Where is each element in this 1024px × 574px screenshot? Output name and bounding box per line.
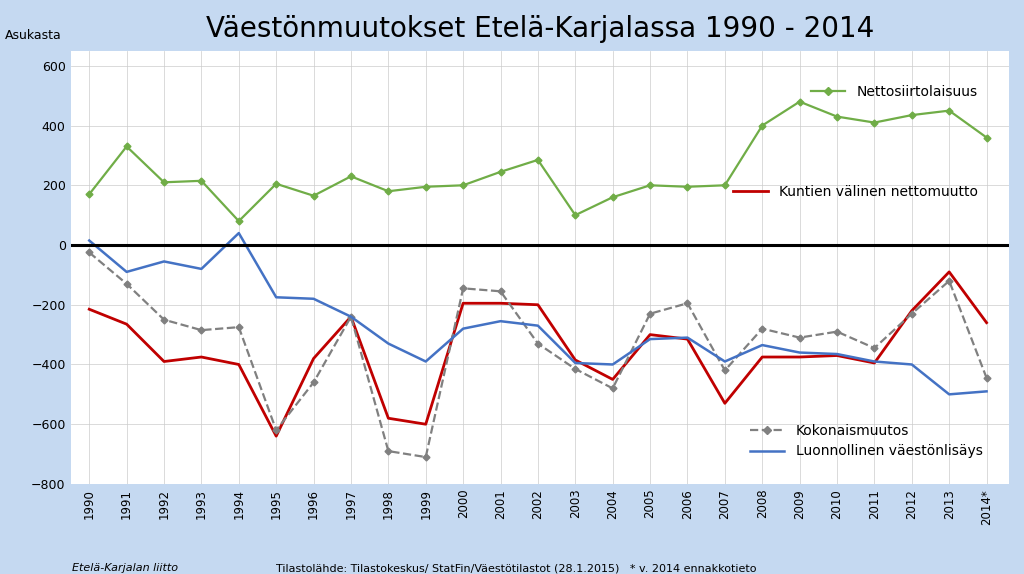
Text: Asukasta: Asukasta (5, 29, 61, 42)
Title: Väestönmuutokset Etelä-Karjalassa 1990 - 2014: Väestönmuutokset Etelä-Karjalassa 1990 -… (206, 15, 873, 43)
Text: Etelä-Karjalan liitto: Etelä-Karjalan liitto (72, 563, 178, 573)
Text: Tilastolähde: Tilastokeskus/ StatFin/Väestötilastot (28.1.2015)   * v. 2014 enna: Tilastolähde: Tilastokeskus/ StatFin/Väe… (276, 563, 757, 573)
Legend: Kokonaismuutos, Luonnollinen väestönlisäys: Kokonaismuutos, Luonnollinen väestönlisä… (744, 418, 988, 464)
